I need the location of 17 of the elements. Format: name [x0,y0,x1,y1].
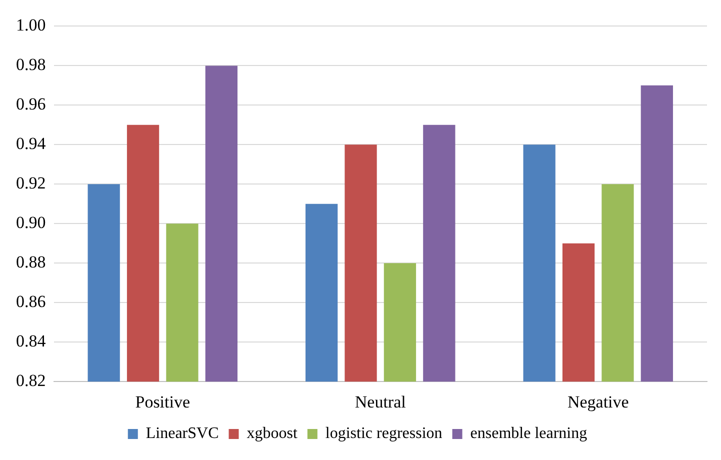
y-tick-label: 0.84 [16,332,46,351]
legend-label: xgboost [246,425,298,442]
y-tick-label: 0.94 [16,134,46,154]
legend-label: LinearSVC [146,425,219,442]
y-tick-label: 0.82 [16,371,46,390]
x-tick-label: Neutral [354,392,406,412]
y-tick-label: 0.98 [16,55,46,74]
legend-label: logistic regression [325,425,442,442]
x-tick-label: Positive [135,392,190,412]
y-tick-label: 0.92 [16,174,46,193]
y-tick-label: 0.96 [16,94,46,114]
y-tick-label: 0.88 [16,252,46,272]
legend-label: ensemble learning [470,425,588,442]
y-tick-label: 1.00 [16,16,46,35]
y-tick-label: 0.86 [16,292,46,312]
y-tick-label: 0.90 [16,213,46,232]
x-tick-label: Negative [567,392,629,412]
